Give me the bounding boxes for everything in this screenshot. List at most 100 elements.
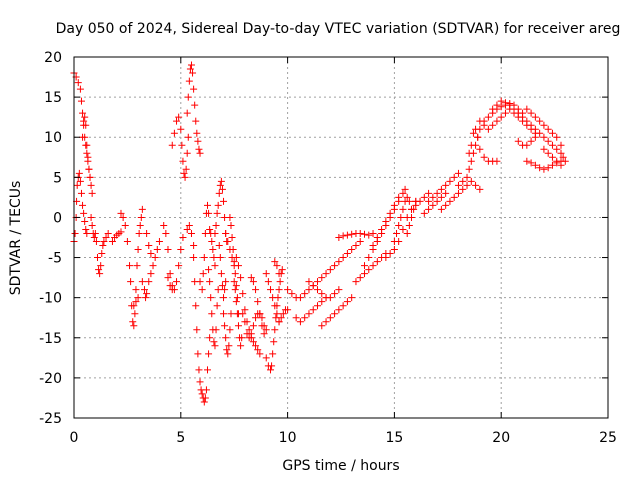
data-point — [80, 209, 88, 217]
data-point — [215, 242, 223, 250]
data-point — [273, 310, 281, 318]
data-point — [531, 125, 539, 133]
data-point — [160, 221, 168, 229]
data-point — [211, 342, 219, 350]
data-point — [459, 177, 467, 185]
data-point — [561, 157, 569, 165]
data-point — [548, 129, 556, 137]
x-tick-label: 15 — [385, 430, 403, 446]
data-point — [126, 262, 134, 270]
data-point — [267, 366, 275, 374]
data-point — [102, 234, 110, 241]
data-point — [213, 302, 221, 310]
data-point — [437, 193, 445, 201]
data-point — [365, 254, 373, 262]
data-point — [232, 254, 240, 262]
data-point — [224, 238, 232, 246]
data-point — [469, 129, 477, 137]
data-point — [271, 258, 279, 266]
data-point — [211, 229, 219, 237]
data-point — [331, 262, 339, 270]
data-point — [220, 197, 228, 205]
data-point — [269, 350, 277, 358]
data-point — [216, 181, 224, 189]
data-point — [476, 185, 484, 193]
data-point — [81, 113, 89, 121]
data-point — [73, 181, 81, 189]
data-point — [100, 238, 108, 246]
data-point — [463, 181, 471, 189]
data-point — [275, 270, 283, 278]
data-point — [258, 314, 266, 322]
data-point — [231, 270, 239, 278]
data-point — [95, 266, 103, 274]
data-point — [81, 217, 89, 225]
data-point — [212, 221, 220, 229]
data-point — [442, 201, 450, 209]
data-point — [138, 205, 146, 213]
data-point — [429, 193, 437, 201]
data-point — [230, 258, 238, 266]
data-point — [164, 246, 172, 254]
data-point — [476, 117, 484, 125]
data-point — [187, 61, 195, 69]
data-point — [356, 238, 364, 246]
data-point — [140, 286, 148, 294]
data-point — [218, 185, 226, 193]
data-point — [77, 97, 85, 105]
data-point — [179, 234, 187, 241]
data-point — [214, 286, 222, 294]
data-point — [173, 278, 181, 286]
data-point — [519, 113, 527, 121]
data-point — [91, 229, 99, 237]
data-point — [343, 298, 351, 306]
data-point — [170, 129, 178, 137]
data-point — [191, 101, 199, 109]
data-point — [405, 221, 413, 229]
data-point — [425, 197, 433, 205]
data-point — [198, 390, 206, 398]
data-point — [175, 113, 183, 121]
data-point — [76, 177, 84, 185]
data-point — [194, 137, 202, 145]
data-point — [493, 157, 501, 165]
data-point — [223, 346, 231, 354]
data-point — [179, 157, 187, 165]
data-point — [472, 125, 480, 133]
data-point — [536, 117, 544, 125]
data-point — [149, 262, 157, 270]
data-point — [153, 246, 161, 254]
data-point — [390, 238, 398, 246]
data-point — [318, 322, 326, 330]
data-point — [292, 314, 300, 322]
data-point — [138, 278, 146, 286]
data-point — [536, 129, 544, 137]
data-point — [199, 270, 207, 278]
data-point — [135, 229, 143, 237]
data-point — [217, 177, 225, 185]
data-point — [184, 93, 192, 101]
data-point — [256, 310, 264, 318]
data-point — [200, 254, 208, 262]
data-point — [220, 294, 228, 302]
data-point — [79, 201, 87, 209]
data-point — [80, 117, 88, 125]
data-point — [147, 270, 155, 278]
data-point — [399, 205, 407, 213]
data-point — [192, 117, 200, 125]
data-point — [87, 181, 95, 189]
data-point — [454, 169, 462, 177]
data-point — [450, 193, 458, 201]
data-point — [531, 161, 539, 169]
data-point — [278, 266, 286, 274]
data-point — [249, 338, 257, 346]
data-point — [206, 278, 214, 286]
data-point — [339, 232, 347, 240]
data-point — [314, 302, 322, 310]
data-point — [343, 250, 351, 258]
data-point — [318, 298, 326, 306]
data-point — [164, 274, 172, 282]
data-point — [97, 262, 105, 270]
data-point — [185, 221, 193, 229]
